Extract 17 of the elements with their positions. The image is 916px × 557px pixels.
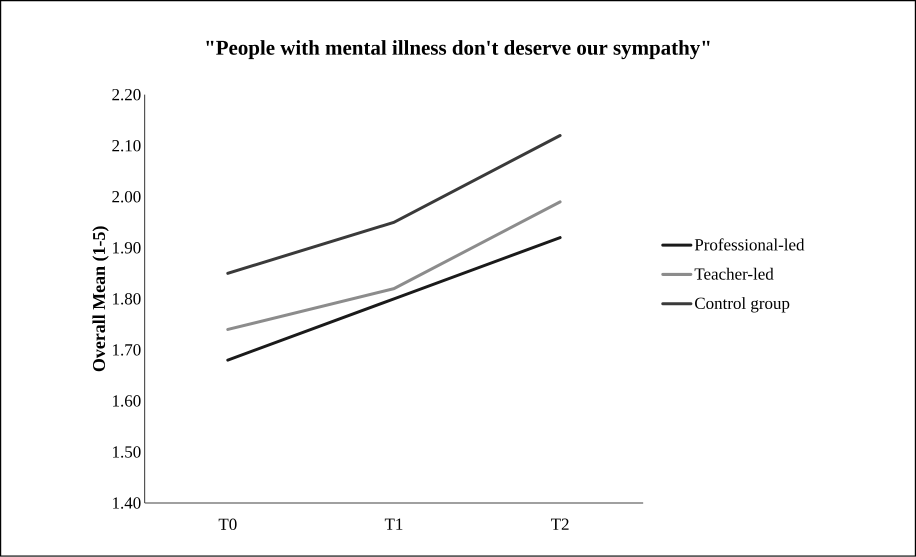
y-tick-label: 1.70 <box>113 344 141 356</box>
y-tick-label: 1.60 <box>113 395 141 407</box>
legend-label: Teacher-led <box>694 268 774 280</box>
y-tick-label: 1.90 <box>113 242 141 254</box>
legend-label: Professional-led <box>694 238 804 251</box>
y-tick-label: 2.00 <box>112 191 141 203</box>
x-tick-label: T0 <box>218 518 237 530</box>
y-tick-label: 2.10 <box>112 140 141 152</box>
y-tick-label: 2.20 <box>112 89 141 101</box>
y-tick-label: 1.80 <box>113 293 141 305</box>
x-tick-label: T1 <box>384 518 402 530</box>
chart-title: "People with mental illness don't deserve our sympathy" <box>206 40 710 60</box>
x-tick-label: T2 <box>550 518 569 530</box>
y-tick-label: 1.50 <box>113 446 141 458</box>
legend-label: Control group <box>695 297 790 313</box>
y-tick-label: 1.40 <box>113 497 141 509</box>
y-axis-title: Overall Mean (1-5) <box>92 226 109 372</box>
